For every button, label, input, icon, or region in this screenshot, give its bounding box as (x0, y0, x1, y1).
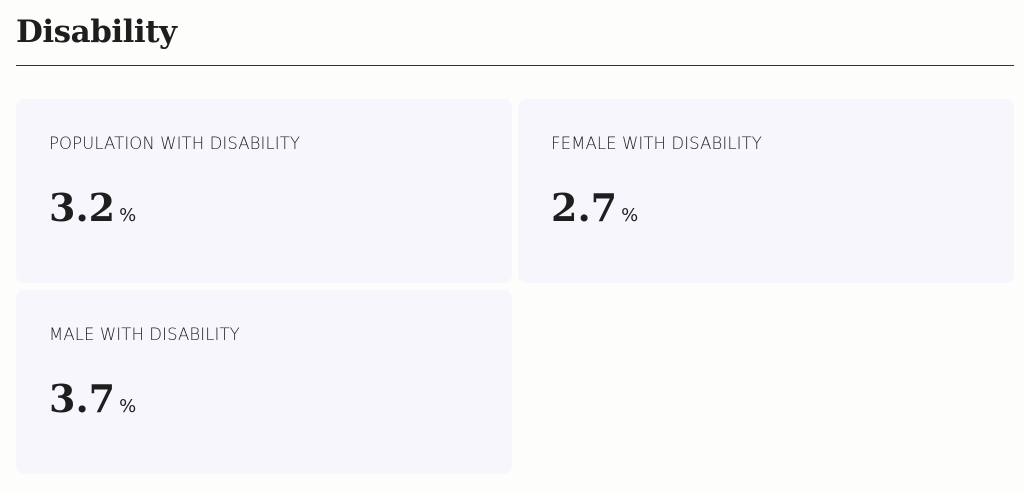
stat-unit: % (119, 205, 137, 226)
stat-card: MALE WITH DISABILITY 3.7% (16, 290, 512, 474)
stat-unit: % (119, 396, 137, 417)
stat-number: 3.7 (49, 376, 116, 421)
section-title: Disability (16, 14, 177, 50)
stat-label: POPULATION WITH DISABILITY (49, 134, 301, 153)
stat-card: FEMALE WITH DISABILITY 2.7% (518, 99, 1014, 283)
stat-label: MALE WITH DISABILITY (49, 325, 240, 344)
stat-card: POPULATION WITH DISABILITY 3.2% (16, 99, 512, 283)
stat-label: FEMALE WITH DISABILITY (551, 134, 762, 153)
stat-number: 2.7 (551, 185, 618, 230)
stat-value: 3.7% (49, 376, 136, 421)
stat-value: 3.2% (49, 185, 136, 230)
stat-unit: % (621, 205, 639, 226)
divider (16, 65, 1014, 66)
stat-number: 3.2 (49, 185, 116, 230)
stat-value: 2.7% (551, 185, 638, 230)
